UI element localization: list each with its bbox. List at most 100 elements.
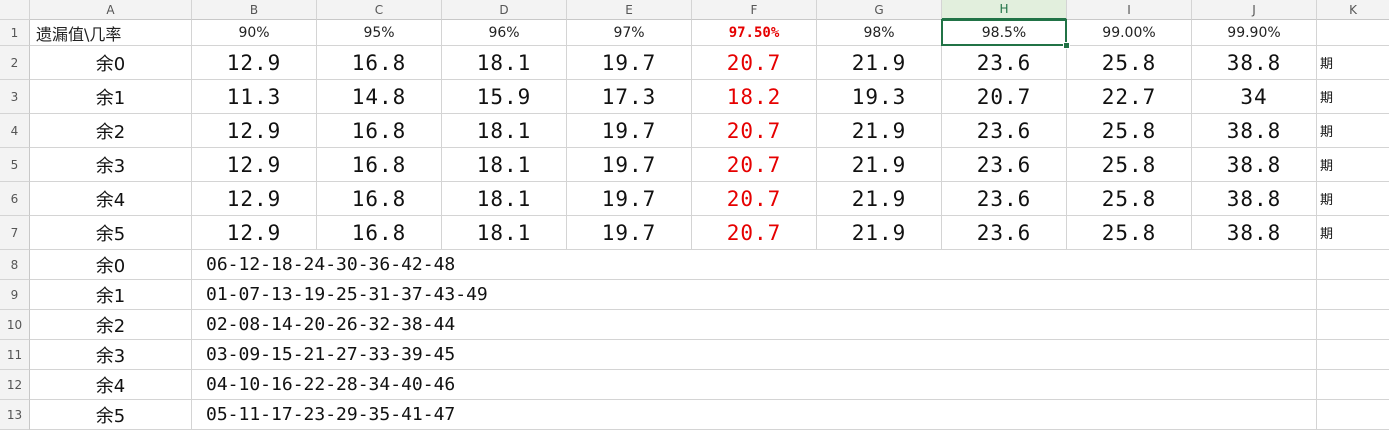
value-cell[interactable]: 38.8 [1192,216,1317,250]
value-cell[interactable]: 25.8 [1067,148,1192,182]
value-cell[interactable]: 20.7 [692,216,817,250]
sequence-label-cell[interactable]: 余0 [30,250,192,280]
value-cell[interactable]: 20.7 [692,182,817,216]
value-cell[interactable]: 15.9 [442,80,567,114]
value-cell[interactable]: 16.8 [317,148,442,182]
unit-cell[interactable]: 期 [1317,46,1389,80]
unit-cell[interactable]: 期 [1317,80,1389,114]
sequence-label-cell[interactable]: 余1 [30,280,192,310]
value-cell[interactable]: 23.6 [942,148,1067,182]
cell-h1[interactable]: 98.5% [942,20,1067,46]
value-cell[interactable]: 20.7 [692,46,817,80]
cell-d1[interactable]: 96% [442,20,567,46]
cell-e1[interactable]: 97% [567,20,692,46]
value-cell[interactable]: 25.8 [1067,216,1192,250]
value-cell[interactable]: 38.8 [1192,114,1317,148]
row-header-6[interactable]: 6 [0,182,30,216]
value-cell[interactable]: 12.9 [192,46,317,80]
value-cell[interactable]: 20.7 [692,114,817,148]
sequence-cell[interactable]: 05-11-17-23-29-35-41-47 [192,400,1317,430]
row-header-4[interactable]: 4 [0,114,30,148]
empty-cell[interactable] [1317,280,1389,310]
value-cell[interactable]: 19.7 [567,148,692,182]
value-cell[interactable]: 20.7 [692,148,817,182]
sequence-label-cell[interactable]: 余3 [30,340,192,370]
value-cell[interactable]: 19.7 [567,216,692,250]
column-header-e[interactable]: E [567,0,692,20]
column-header-g[interactable]: G [817,0,942,20]
column-header-i[interactable]: I [1067,0,1192,20]
value-cell[interactable]: 23.6 [942,182,1067,216]
value-cell[interactable]: 19.3 [817,80,942,114]
value-cell[interactable]: 21.9 [817,182,942,216]
row-header-9[interactable]: 9 [0,280,30,310]
value-cell[interactable]: 18.1 [442,114,567,148]
row-header-1[interactable]: 1 [0,20,30,46]
column-header-j[interactable]: J [1192,0,1317,20]
value-cell[interactable]: 16.8 [317,182,442,216]
value-cell[interactable]: 38.8 [1192,46,1317,80]
value-cell[interactable]: 21.9 [817,114,942,148]
value-cell[interactable]: 11.3 [192,80,317,114]
cell-i1[interactable]: 99.00% [1067,20,1192,46]
empty-cell[interactable] [1317,310,1389,340]
sequence-label-cell[interactable]: 余4 [30,370,192,400]
cell-c1[interactable]: 95% [317,20,442,46]
value-cell[interactable]: 18.1 [442,182,567,216]
column-header-a[interactable]: A [30,0,192,20]
column-header-d[interactable]: D [442,0,567,20]
value-cell[interactable]: 21.9 [817,46,942,80]
value-cell[interactable]: 25.8 [1067,46,1192,80]
cell-g1[interactable]: 98% [817,20,942,46]
value-cell[interactable]: 38.8 [1192,148,1317,182]
value-cell[interactable]: 18.1 [442,148,567,182]
value-cell[interactable]: 38.8 [1192,182,1317,216]
value-cell[interactable]: 21.9 [817,148,942,182]
value-cell[interactable]: 19.7 [567,182,692,216]
value-cell[interactable]: 12.9 [192,114,317,148]
sequence-cell[interactable]: 03-09-15-21-27-33-39-45 [192,340,1317,370]
value-cell[interactable]: 16.8 [317,114,442,148]
row-header-11[interactable]: 11 [0,340,30,370]
cell-k1[interactable] [1317,20,1389,46]
column-header-c[interactable]: C [317,0,442,20]
sequence-label-cell[interactable]: 余2 [30,310,192,340]
value-cell[interactable]: 16.8 [317,46,442,80]
row-header-8[interactable]: 8 [0,250,30,280]
value-cell[interactable]: 21.9 [817,216,942,250]
row-header-2[interactable]: 2 [0,46,30,80]
value-cell[interactable]: 14.8 [317,80,442,114]
fill-handle[interactable] [1063,42,1070,49]
value-cell[interactable]: 12.9 [192,148,317,182]
value-cell[interactable]: 20.7 [942,80,1067,114]
unit-cell[interactable]: 期 [1317,114,1389,148]
row-label-cell[interactable]: 余1 [30,80,192,114]
sequence-cell[interactable]: 04-10-16-22-28-34-40-46 [192,370,1317,400]
empty-cell[interactable] [1317,250,1389,280]
row-header-5[interactable]: 5 [0,148,30,182]
row-header-12[interactable]: 12 [0,370,30,400]
sequence-cell[interactable]: 06-12-18-24-30-36-42-48 [192,250,1317,280]
row-label-cell[interactable]: 余5 [30,216,192,250]
row-label-cell[interactable]: 余2 [30,114,192,148]
value-cell[interactable]: 23.6 [942,216,1067,250]
value-cell[interactable]: 25.8 [1067,182,1192,216]
cell-j1[interactable]: 99.90% [1192,20,1317,46]
column-header-b[interactable]: B [192,0,317,20]
select-all-corner[interactable] [0,0,30,20]
value-cell[interactable]: 19.7 [567,114,692,148]
sequence-cell[interactable]: 01-07-13-19-25-31-37-43-49 [192,280,1317,310]
value-cell[interactable]: 12.9 [192,216,317,250]
empty-cell[interactable] [1317,370,1389,400]
unit-cell[interactable]: 期 [1317,216,1389,250]
row-header-10[interactable]: 10 [0,310,30,340]
row-header-13[interactable]: 13 [0,400,30,430]
row-label-cell[interactable]: 余4 [30,182,192,216]
unit-cell[interactable]: 期 [1317,148,1389,182]
value-cell[interactable]: 18.2 [692,80,817,114]
row-header-3[interactable]: 3 [0,80,30,114]
value-cell[interactable]: 19.7 [567,46,692,80]
sequence-label-cell[interactable]: 余5 [30,400,192,430]
unit-cell[interactable]: 期 [1317,182,1389,216]
value-cell[interactable]: 18.1 [442,46,567,80]
